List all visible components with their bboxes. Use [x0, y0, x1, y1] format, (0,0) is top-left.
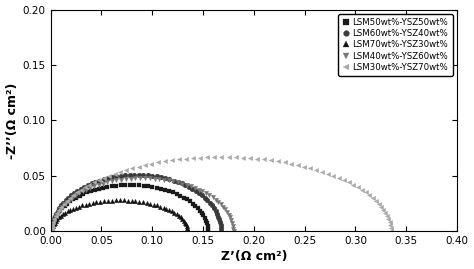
LSM30wt%-YSZ70wt%	[55, 211, 60, 214]
LSM30wt%-YSZ70wt%	[355, 186, 361, 189]
LSM50wt%-YSZ50wt%	[202, 217, 208, 220]
Line: LSM60wt%-YSZ40wt%: LSM60wt%-YSZ40wt%	[49, 172, 224, 234]
Y-axis label: -Z’’(Ω cm²): -Z’’(Ω cm²)	[6, 82, 18, 159]
LSM70wt%-YSZ30wt%	[49, 230, 55, 233]
LSM30wt%-YSZ70wt%	[381, 208, 386, 211]
LSM70wt%-YSZ30wt%	[60, 213, 66, 216]
LSM50wt%-YSZ50wt%	[70, 198, 76, 201]
LSM40wt%-YSZ60wt%	[83, 188, 89, 191]
LSM50wt%-YSZ50wt%	[127, 183, 133, 186]
LSM40wt%-YSZ60wt%	[76, 192, 82, 195]
LSM40wt%-YSZ60wt%	[49, 230, 55, 233]
LSM30wt%-YSZ70wt%	[219, 155, 224, 159]
LSM30wt%-YSZ70wt%	[49, 230, 55, 233]
LSM50wt%-YSZ50wt%	[205, 227, 211, 230]
LSM40wt%-YSZ60wt%	[231, 230, 237, 233]
LSM50wt%-YSZ50wt%	[205, 230, 211, 233]
LSM70wt%-YSZ30wt%	[185, 230, 191, 233]
LSM70wt%-YSZ30wt%	[185, 228, 191, 231]
LSM50wt%-YSZ50wt%	[96, 187, 102, 190]
LSM40wt%-YSZ60wt%	[137, 176, 143, 180]
LSM50wt%-YSZ50wt%	[62, 204, 67, 207]
LSM60wt%-YSZ40wt%	[61, 201, 66, 204]
LSM40wt%-YSZ60wt%	[62, 203, 67, 206]
Legend: LSM50wt%-YSZ50wt%, LSM60wt%-YSZ40wt%, LSM70wt%-YSZ30wt%, LSM40wt%-YSZ60wt%, LSM3: LSM50wt%-YSZ50wt%, LSM60wt%-YSZ40wt%, LS…	[338, 14, 453, 76]
LSM70wt%-YSZ30wt%	[53, 219, 59, 222]
Line: LSM50wt%-YSZ50wt%: LSM50wt%-YSZ50wt%	[49, 183, 210, 234]
LSM30wt%-YSZ70wt%	[388, 230, 394, 233]
LSM40wt%-YSZ60wt%	[91, 185, 97, 188]
LSM70wt%-YSZ30wt%	[67, 208, 73, 212]
LSM70wt%-YSZ30wt%	[117, 199, 123, 202]
LSM60wt%-YSZ40wt%	[49, 230, 55, 233]
LSM60wt%-YSZ40wt%	[89, 182, 94, 185]
LSM70wt%-YSZ30wt%	[182, 221, 188, 224]
LSM60wt%-YSZ40wt%	[74, 189, 80, 193]
LSM40wt%-YSZ60wt%	[96, 183, 101, 186]
LSM40wt%-YSZ60wt%	[180, 182, 185, 185]
Line: LSM30wt%-YSZ70wt%: LSM30wt%-YSZ70wt%	[49, 155, 393, 234]
X-axis label: Z’(Ω cm²): Z’(Ω cm²)	[220, 250, 287, 263]
LSM30wt%-YSZ70wt%	[346, 181, 352, 184]
LSM60wt%-YSZ40wt%	[82, 185, 87, 189]
LSM50wt%-YSZ50wt%	[49, 230, 55, 233]
LSM70wt%-YSZ30wt%	[90, 201, 96, 204]
LSM30wt%-YSZ70wt%	[366, 194, 372, 197]
LSM30wt%-YSZ70wt%	[359, 188, 365, 192]
LSM60wt%-YSZ40wt%	[131, 173, 137, 176]
LSM60wt%-YSZ40wt%	[219, 230, 224, 233]
LSM60wt%-YSZ40wt%	[92, 180, 98, 183]
LSM50wt%-YSZ50wt%	[54, 214, 59, 217]
Line: LSM40wt%-YSZ60wt%: LSM40wt%-YSZ60wt%	[49, 176, 236, 234]
LSM60wt%-YSZ40wt%	[171, 179, 176, 182]
Line: LSM70wt%-YSZ30wt%: LSM70wt%-YSZ30wt%	[49, 198, 190, 234]
